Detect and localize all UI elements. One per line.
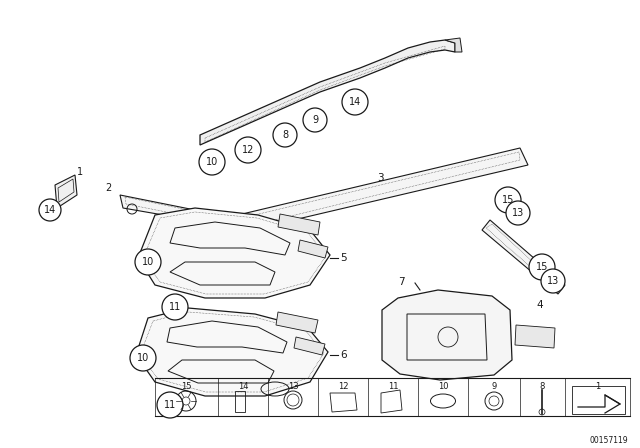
Text: 2: 2 xyxy=(105,183,111,193)
Text: 8: 8 xyxy=(282,130,288,140)
Polygon shape xyxy=(482,220,565,294)
Text: 10: 10 xyxy=(142,257,154,267)
Text: 1: 1 xyxy=(595,382,600,391)
Text: 1: 1 xyxy=(77,167,83,177)
Circle shape xyxy=(342,89,368,115)
Circle shape xyxy=(541,269,565,293)
Text: 11: 11 xyxy=(164,400,176,410)
Polygon shape xyxy=(136,308,328,396)
Polygon shape xyxy=(120,195,238,228)
Circle shape xyxy=(130,345,156,371)
Circle shape xyxy=(135,249,161,275)
Polygon shape xyxy=(55,175,77,208)
Text: 10: 10 xyxy=(206,157,218,167)
Circle shape xyxy=(157,392,183,418)
Polygon shape xyxy=(278,214,320,235)
Text: 13: 13 xyxy=(547,276,559,286)
Polygon shape xyxy=(515,325,555,348)
Circle shape xyxy=(199,149,225,175)
Circle shape xyxy=(273,123,297,147)
Text: 7: 7 xyxy=(398,277,404,287)
Text: 15: 15 xyxy=(181,382,192,391)
Polygon shape xyxy=(294,337,325,355)
Circle shape xyxy=(495,187,521,213)
Text: 9: 9 xyxy=(492,382,497,391)
Circle shape xyxy=(303,108,327,132)
Polygon shape xyxy=(445,38,462,52)
Text: 6: 6 xyxy=(340,350,347,360)
Text: 11: 11 xyxy=(388,382,398,391)
Text: 3: 3 xyxy=(377,173,383,183)
Text: 15: 15 xyxy=(502,195,514,205)
Text: 15: 15 xyxy=(536,262,548,272)
Text: 13: 13 xyxy=(288,382,298,391)
Text: 8: 8 xyxy=(540,382,545,391)
Text: 5: 5 xyxy=(340,253,347,263)
Text: 12: 12 xyxy=(338,382,348,391)
Circle shape xyxy=(235,137,261,163)
Text: 14: 14 xyxy=(44,205,56,215)
Polygon shape xyxy=(298,240,328,258)
Text: 9: 9 xyxy=(312,115,318,125)
Polygon shape xyxy=(200,40,455,145)
Text: 10: 10 xyxy=(137,353,149,363)
Text: 12: 12 xyxy=(242,145,254,155)
Circle shape xyxy=(506,201,530,225)
Text: 14: 14 xyxy=(237,382,248,391)
Circle shape xyxy=(39,199,61,221)
Text: 00157119: 00157119 xyxy=(589,436,628,445)
Polygon shape xyxy=(138,208,330,298)
Polygon shape xyxy=(382,290,512,380)
Polygon shape xyxy=(238,148,528,233)
Circle shape xyxy=(162,294,188,320)
Text: 14: 14 xyxy=(349,97,361,107)
Text: 11: 11 xyxy=(169,302,181,312)
Text: 10: 10 xyxy=(438,382,448,391)
Circle shape xyxy=(529,254,555,280)
Text: 13: 13 xyxy=(512,208,524,218)
Text: 4: 4 xyxy=(537,300,543,310)
Polygon shape xyxy=(276,312,318,333)
